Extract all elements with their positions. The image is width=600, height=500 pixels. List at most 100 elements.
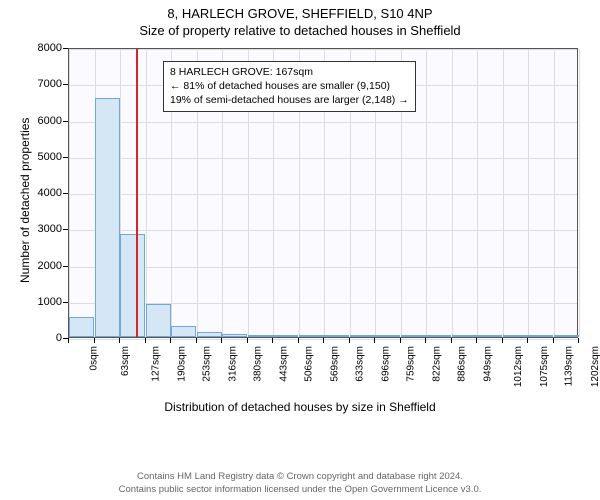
gridline-vertical — [528, 49, 529, 337]
y-tick-label: 4000 — [24, 187, 62, 199]
x-tick-label: 0sqm — [88, 346, 99, 370]
y-tick-mark — [63, 157, 68, 158]
x-tick-mark — [68, 338, 69, 343]
y-tick-label: 7000 — [24, 78, 62, 90]
histogram-bar — [324, 335, 349, 337]
footer-attribution: Contains HM Land Registry data © Crown c… — [0, 471, 600, 496]
histogram-bar — [171, 326, 196, 337]
x-tick-mark — [553, 338, 554, 343]
x-tick-label: 696sqm — [380, 346, 391, 382]
histogram-bar — [452, 335, 477, 337]
x-axis-label: Distribution of detached houses by size … — [0, 400, 600, 414]
histogram-bar — [528, 335, 553, 337]
x-tick-label: 443sqm — [278, 346, 289, 382]
x-tick-label: 63sqm — [120, 346, 131, 376]
x-tick-label: 316sqm — [227, 346, 238, 382]
histogram-bar — [350, 335, 375, 337]
gridline-vertical — [426, 49, 427, 337]
x-tick-mark — [425, 338, 426, 343]
x-tick-label: 253sqm — [202, 346, 213, 382]
histogram-bar — [401, 335, 426, 337]
histogram-bar — [69, 317, 94, 337]
x-tick-mark — [272, 338, 273, 343]
y-tick-mark — [63, 229, 68, 230]
histogram-bar — [197, 332, 222, 337]
gridline-vertical — [146, 49, 147, 337]
histogram-bar — [375, 335, 400, 337]
gridline-vertical — [503, 49, 504, 337]
x-tick-label: 633sqm — [355, 346, 366, 382]
x-tick-mark — [170, 338, 171, 343]
x-tick-mark — [578, 338, 579, 343]
x-tick-mark — [196, 338, 197, 343]
footer-line2: Contains public sector information licen… — [0, 484, 600, 496]
y-tick-mark — [63, 193, 68, 194]
x-tick-mark — [349, 338, 350, 343]
y-tick-label: 8000 — [24, 42, 62, 54]
y-tick-mark — [63, 48, 68, 49]
x-tick-label: 1012sqm — [513, 346, 524, 387]
y-tick-mark — [63, 84, 68, 85]
gridline-vertical — [554, 49, 555, 337]
x-tick-mark — [527, 338, 528, 343]
histogram-bar — [120, 234, 145, 337]
annotation-box: 8 HARLECH GROVE: 167sqm← 81% of detached… — [163, 61, 416, 112]
y-tick-label: 6000 — [24, 115, 62, 127]
plot-area: 8 HARLECH GROVE: 167sqm← 81% of detached… — [68, 48, 578, 338]
x-tick-label: 1202sqm — [590, 346, 600, 387]
histogram-bar — [273, 335, 298, 337]
histogram-bar — [248, 335, 273, 337]
annotation-line: 19% of semi-detached houses are larger (… — [170, 93, 409, 107]
x-tick-label: 759sqm — [406, 346, 417, 382]
x-tick-mark — [247, 338, 248, 343]
x-tick-label: 127sqm — [151, 346, 162, 382]
histogram-bar — [146, 304, 171, 337]
chart-title-line1: 8, HARLECH GROVE, SHEFFIELD, S10 4NP — [0, 6, 600, 21]
chart-container: 8 HARLECH GROVE: 167sqm← 81% of detached… — [0, 40, 600, 435]
x-tick-mark — [400, 338, 401, 343]
gridline-vertical — [477, 49, 478, 337]
property-marker-line — [136, 49, 138, 337]
x-tick-label: 569sqm — [329, 346, 340, 382]
x-tick-label: 1075sqm — [539, 346, 550, 387]
x-tick-mark — [476, 338, 477, 343]
gridline-vertical — [579, 49, 580, 337]
x-tick-mark — [94, 338, 95, 343]
histogram-bar — [299, 335, 324, 337]
x-tick-mark — [221, 338, 222, 343]
annotation-line: 8 HARLECH GROVE: 167sqm — [170, 65, 409, 79]
x-tick-label: 190sqm — [176, 346, 187, 382]
chart-title-line2: Size of property relative to detached ho… — [0, 23, 600, 38]
x-tick-label: 886sqm — [457, 346, 468, 382]
x-tick-mark — [502, 338, 503, 343]
histogram-bar — [95, 98, 120, 337]
x-tick-mark — [145, 338, 146, 343]
y-tick-label: 3000 — [24, 223, 62, 235]
y-axis-label: Number of detached properties — [18, 118, 32, 283]
histogram-bar — [477, 335, 502, 337]
histogram-bar — [222, 334, 247, 337]
y-tick-label: 1000 — [24, 296, 62, 308]
x-tick-mark — [374, 338, 375, 343]
x-tick-mark — [323, 338, 324, 343]
y-tick-label: 0 — [24, 332, 62, 344]
y-tick-label: 2000 — [24, 260, 62, 272]
x-tick-label: 506sqm — [304, 346, 315, 382]
x-tick-label: 380sqm — [253, 346, 264, 382]
x-tick-label: 949sqm — [482, 346, 493, 382]
gridline-vertical — [69, 49, 70, 337]
x-tick-label: 822sqm — [431, 346, 442, 382]
x-tick-mark — [451, 338, 452, 343]
y-tick-mark — [63, 266, 68, 267]
histogram-bar — [426, 335, 451, 337]
annotation-line: ← 81% of detached houses are smaller (9,… — [170, 79, 409, 93]
histogram-bar — [503, 335, 528, 337]
histogram-bar — [554, 335, 579, 337]
x-tick-mark — [119, 338, 120, 343]
y-tick-mark — [63, 302, 68, 303]
y-tick-mark — [63, 121, 68, 122]
footer-line1: Contains HM Land Registry data © Crown c… — [0, 471, 600, 483]
gridline-vertical — [452, 49, 453, 337]
x-tick-label: 1139sqm — [563, 346, 574, 386]
y-tick-label: 5000 — [24, 151, 62, 163]
